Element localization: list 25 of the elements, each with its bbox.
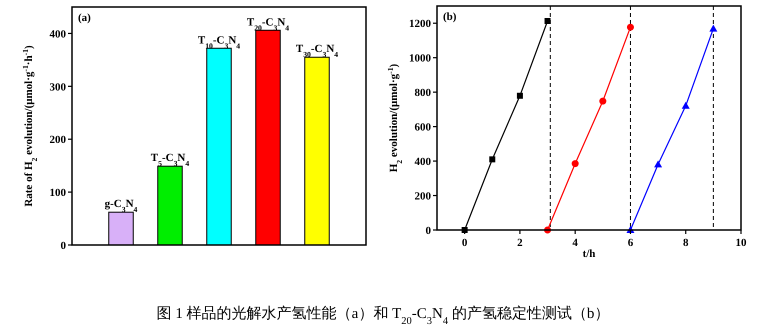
category: T$_{5}$-C$_{3}$N$_{4}$	[150, 152, 190, 168]
category: g-C$_{3}$N$_{4}$	[104, 198, 138, 214]
ytick: 1000	[409, 52, 431, 65]
ytick: 400	[50, 28, 66, 40]
ytick: 800	[414, 87, 431, 100]
title: (b)	[443, 11, 456, 23]
ytick: 100	[50, 187, 66, 200]
xtick: 2	[517, 237, 523, 249]
ytick: 300	[50, 81, 66, 94]
xtick: 0	[462, 237, 468, 249]
xtick: 10	[736, 237, 746, 249]
title: (a)	[78, 12, 91, 24]
ytick: 400	[414, 156, 431, 168]
ytick: 200	[414, 190, 431, 203]
xtick: 8	[682, 237, 688, 249]
ytick: 600	[414, 122, 431, 134]
xlabel: t/h	[582, 248, 596, 260]
ytick: 0	[60, 240, 66, 252]
caption: 图 1 样品的光解水产氢性能（a）和 T$_{20}$-C$_{3}$N$_{4}$ 的产氢稳定性测试（b）	[156, 306, 610, 326]
ytick: 1200	[409, 18, 431, 30]
ytick: 200	[50, 134, 66, 146]
category: T$_{30}$-C$_{3}$N$_{4}$	[296, 43, 338, 59]
xtick: 4	[572, 237, 578, 249]
xtick: 6	[628, 237, 634, 249]
ytick: 0	[426, 225, 431, 237]
